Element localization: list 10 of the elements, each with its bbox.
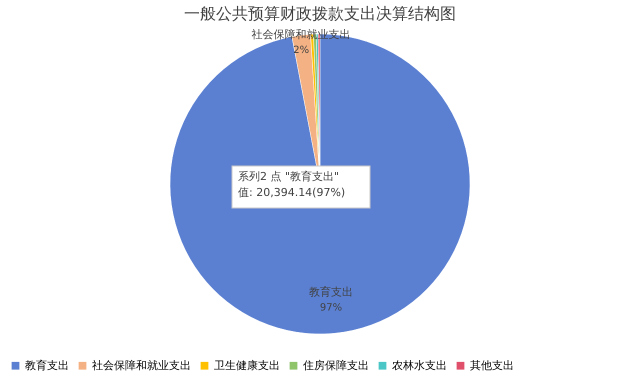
data-label: 97% [320, 302, 342, 314]
slice-label: 教育支出 [309, 285, 354, 298]
legend-label: 住房保障支出 [303, 358, 369, 372]
legend-label: 农林水支出 [392, 358, 447, 372]
legend-label: 教育支出 [25, 358, 69, 372]
text: 系列2 点 "教育支出" 值: 20,394.14(97%) [238, 170, 346, 199]
chart-title: 一般公共预算财政拨款支出决算结构图 [184, 4, 456, 23]
legend-label: 卫生健康支出 [214, 358, 280, 372]
legend-label: 社会保障和就业支出 [92, 358, 191, 372]
legend-label: 其他支出 [470, 358, 514, 372]
